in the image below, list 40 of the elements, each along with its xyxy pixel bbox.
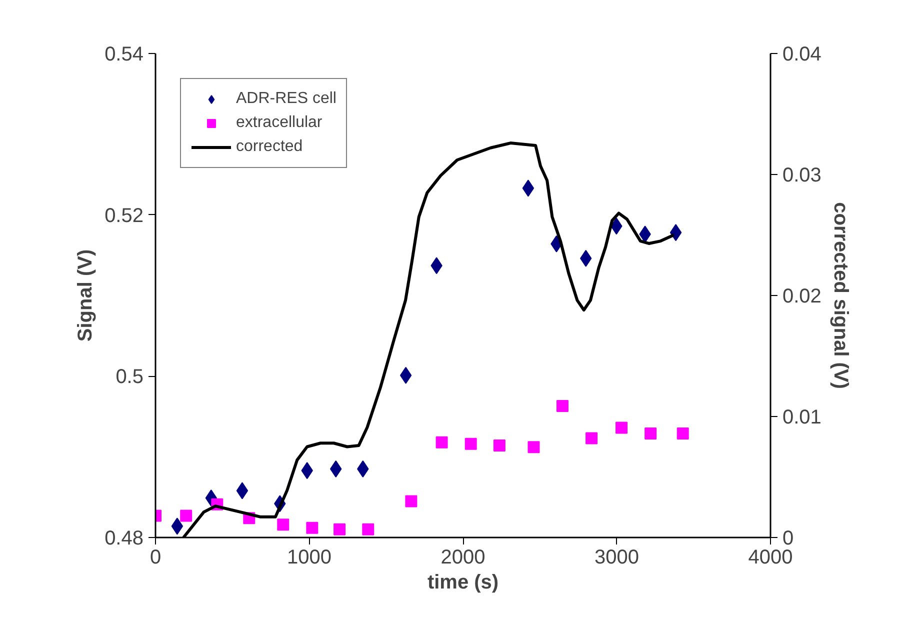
point <box>616 422 628 434</box>
y2-tick-label: 0.04 <box>782 44 822 66</box>
point <box>464 438 477 450</box>
point <box>236 482 248 500</box>
point <box>670 224 682 242</box>
point <box>405 495 418 508</box>
point <box>334 523 346 536</box>
point <box>436 436 448 448</box>
y-tick-label: 0.48 <box>104 528 144 550</box>
y2-tick-label: 0.03 <box>782 164 822 186</box>
x-tick-label: 4000 <box>748 546 793 568</box>
y-tick-label: 0.5 <box>116 366 144 388</box>
point <box>644 427 657 440</box>
x-tick-label: 1000 <box>287 546 332 568</box>
x-tick-label: 0 <box>150 546 162 568</box>
legend-label: ADR-RES cell <box>236 90 336 108</box>
x-tick-label: 3000 <box>594 546 640 568</box>
y-tick-label: 0.52 <box>104 204 144 227</box>
point <box>362 523 374 536</box>
y2-tick-label: 0.02 <box>782 286 822 308</box>
y-tick-label: 0.54 <box>104 44 144 66</box>
point <box>586 432 598 444</box>
point <box>180 510 192 522</box>
point <box>528 441 540 454</box>
x-axis-title: time (s) <box>427 572 499 594</box>
point <box>556 400 568 412</box>
legend-label: corrected <box>236 138 303 156</box>
y2-axis-title: corrected signal (V) <box>829 202 852 389</box>
point <box>171 518 184 535</box>
point <box>306 522 318 534</box>
x-tick-label: 2000 <box>440 546 486 568</box>
point <box>522 180 534 197</box>
y2-tick-label: 0 <box>782 528 794 550</box>
y2-tick-label: 0.01 <box>782 406 822 428</box>
point <box>277 518 290 531</box>
point <box>400 366 412 384</box>
y-axis-title: Signal (V) <box>74 249 97 342</box>
point <box>676 427 689 440</box>
legend-label: extracellular <box>236 114 322 132</box>
point <box>493 440 506 452</box>
